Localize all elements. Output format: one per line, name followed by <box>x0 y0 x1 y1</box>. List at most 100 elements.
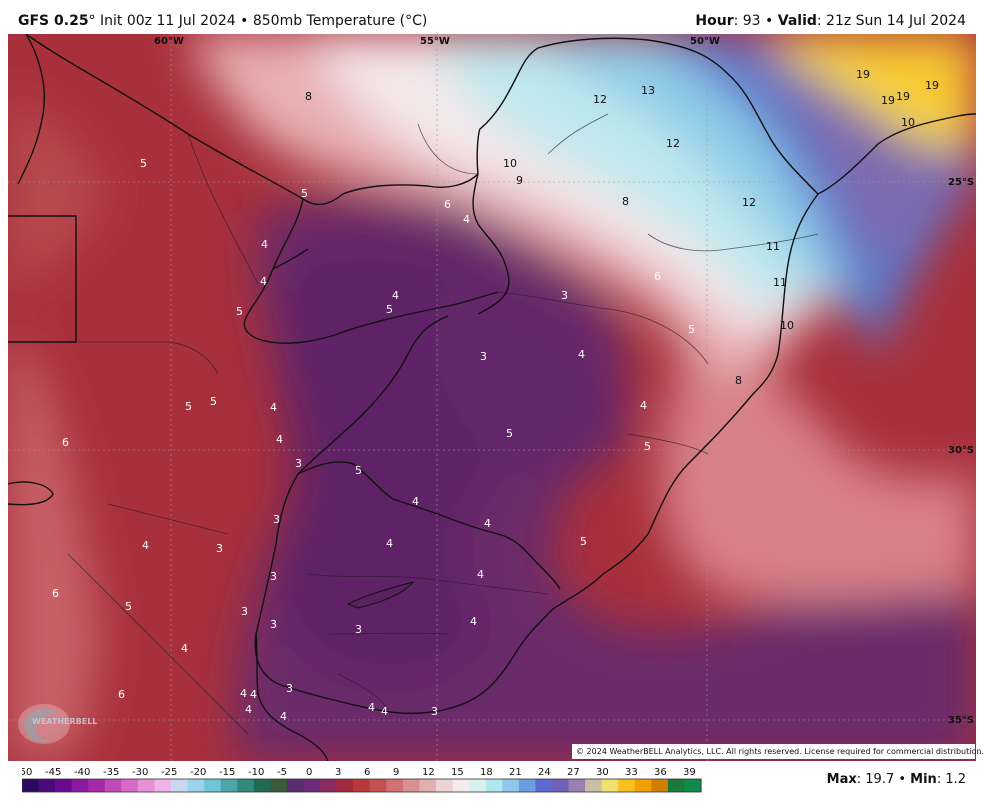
temperature-label: 3 <box>270 618 277 631</box>
colorbar-tick-label: 21 <box>509 767 522 778</box>
colorbar-swatch <box>402 779 421 792</box>
latitude-labels: 25°S 30°S 35°S <box>948 177 974 726</box>
temperature-label: 5 <box>386 303 393 316</box>
colorbar-swatch <box>104 779 122 792</box>
temperature-label: 6 <box>118 688 125 701</box>
colorbar-tick-label: 30 <box>596 767 609 778</box>
colorbar-tick-label: -35 <box>103 767 119 778</box>
colorbar-swatches <box>22 779 702 792</box>
temperature-label: 3 <box>480 350 487 363</box>
temperature-label: 4 <box>470 615 477 628</box>
colorbar-swatch <box>55 779 73 792</box>
colorbar-swatch <box>469 779 487 792</box>
temperature-label: 4 <box>250 688 257 701</box>
colorbar-swatch <box>618 779 636 792</box>
temperature-label: 19 <box>896 90 910 103</box>
colorbar-tick-label: -40 <box>74 767 90 778</box>
colorbar-tick-label: -50 <box>22 767 32 778</box>
colorbar-swatch <box>171 779 189 792</box>
latitude-label: 35°S <box>948 715 974 726</box>
temperature-label: 3 <box>273 513 280 526</box>
copyright-notice: © 2024 WeatherBELL Analytics, LLC. All r… <box>572 744 984 759</box>
temperature-label: 4 <box>484 517 491 530</box>
valid-value: : 21z Sun 14 Jul 2024 <box>816 13 966 29</box>
colorbar-swatch <box>22 779 40 792</box>
colorbar-swatch <box>436 779 454 792</box>
latitude-label: 25°S <box>948 177 974 188</box>
temperature-label: 4 <box>260 275 267 288</box>
temperature-label: 19 <box>925 79 939 92</box>
temperature-label: 6 <box>444 198 451 211</box>
temperature-label: 11 <box>773 276 787 289</box>
colorbar-tick-label: -20 <box>190 767 206 778</box>
temperature-label: 9 <box>516 174 523 187</box>
temperature-label: 4 <box>270 401 277 414</box>
temperature-label: 4 <box>578 348 585 361</box>
colorbar-swatch <box>485 779 503 792</box>
colorbar-swatch <box>286 779 305 792</box>
colorbar-swatch <box>270 779 288 792</box>
temperature-label: 8 <box>305 90 312 103</box>
logo-text: WEATHERBELL <box>32 717 97 726</box>
colorbar-tick-label: 39 <box>683 767 696 778</box>
colorbar-swatch <box>634 779 652 792</box>
temperature-label: 5 <box>185 400 192 413</box>
colorbar-tick-label: -25 <box>161 767 177 778</box>
longitude-label: 50°W <box>690 36 720 47</box>
temperature-label: 4 <box>261 238 268 251</box>
temperature-label: 13 <box>641 84 655 97</box>
colorbar: -50-45-40-35-30-25-20-15-10-503691215182… <box>22 767 702 793</box>
colorbar-swatch <box>336 779 354 792</box>
temperature-label: 5 <box>688 323 695 336</box>
colorbar-tick-labels: -50-45-40-35-30-25-20-15-10-503691215182… <box>22 767 696 778</box>
temperature-label: 4 <box>640 399 647 412</box>
temperature-label: 3 <box>241 605 248 618</box>
colorbar-swatch <box>419 779 437 792</box>
temperature-label: 10 <box>901 116 915 129</box>
max-value: : 19.7 • <box>856 772 911 787</box>
temperature-label: 4 <box>280 710 287 723</box>
temperature-label: 3 <box>431 705 438 718</box>
temperature-label: 8 <box>735 374 742 387</box>
min-label: Min <box>910 772 937 787</box>
colorbar-swatch <box>204 779 222 792</box>
colorbar-tick-label: 36 <box>654 767 667 778</box>
temperature-label: 5 <box>580 535 587 548</box>
colorbar-swatch <box>667 779 686 792</box>
colorbar-tick-label: -30 <box>132 767 148 778</box>
temperature-label: 19 <box>881 94 895 107</box>
temperature-label: 11 <box>766 240 780 253</box>
temperature-label: 5 <box>644 440 651 453</box>
colorbar-swatch <box>137 779 156 792</box>
colorbar-swatch <box>71 779 89 792</box>
valid-label: Valid <box>777 13 817 29</box>
max-min-stats: Max: 19.7 • Min: 1.2 <box>827 772 966 787</box>
weatherbell-logo: WEATHERBELL <box>18 704 97 744</box>
temperature-label: 3 <box>216 542 223 555</box>
temperature-label: 4 <box>240 687 247 700</box>
colorbar-swatch <box>220 779 238 792</box>
temperature-label: 3 <box>355 623 362 636</box>
colorbar-swatch <box>253 779 272 792</box>
colorbar-swatch <box>303 779 321 792</box>
temperature-label: 3 <box>286 682 293 695</box>
temperature-label: 4 <box>276 433 283 446</box>
colorbar-swatch <box>320 779 338 792</box>
chart-title: GFS 0.25° Init 00z 11 Jul 2024 • 850mb T… <box>18 13 427 29</box>
temperature-label: 4 <box>245 703 252 716</box>
temperature-label: 5 <box>236 305 243 318</box>
colorbar-tick-label: -15 <box>219 767 235 778</box>
temperature-label: 8 <box>622 195 629 208</box>
max-label: Max <box>826 772 857 787</box>
temperature-label: 5 <box>506 427 513 440</box>
colorbar-swatch <box>535 779 553 792</box>
temperature-label: 5 <box>125 600 132 613</box>
temperature-label: 6 <box>654 270 661 283</box>
valid-time-header: Hour: 93 • Valid: 21z Sun 14 Jul 2024 <box>695 13 966 29</box>
colorbar-swatch <box>601 779 619 792</box>
colorbar-tick-label: 0 <box>306 767 312 778</box>
colorbar-swatch <box>187 779 205 792</box>
hour-label: Hour <box>695 13 734 29</box>
temperature-label: 10 <box>503 157 517 170</box>
